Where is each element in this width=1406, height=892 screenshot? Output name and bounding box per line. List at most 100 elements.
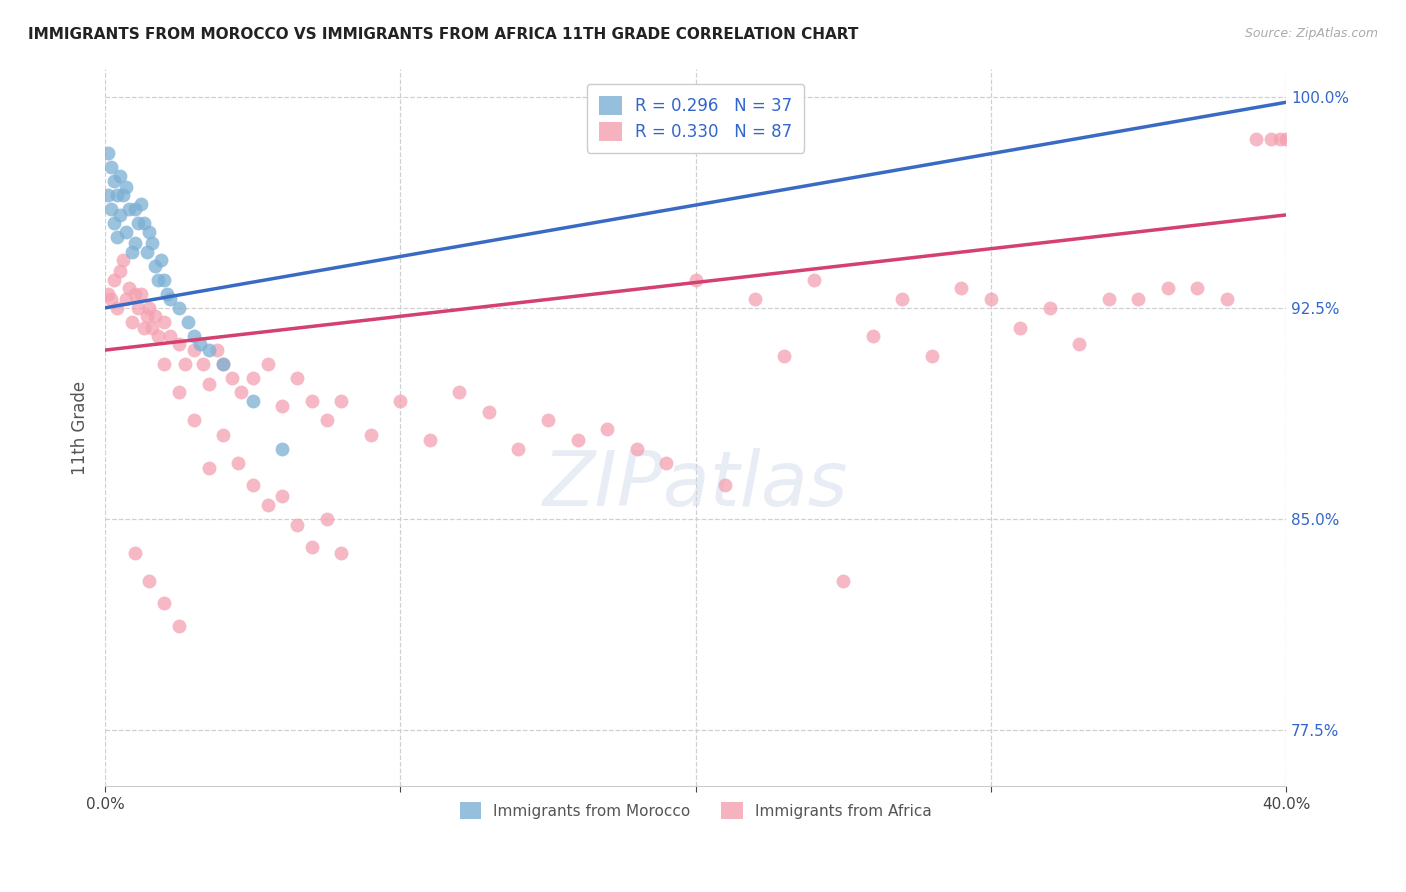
- Point: [167, 385, 190, 400]
- Point: [315, 512, 337, 526]
- Point: [148, 273, 170, 287]
- Point: [1157, 281, 1180, 295]
- Text: IMMIGRANTS FROM MOROCCO VS IMMIGRANTS FROM AFRICA 11TH GRADE CORRELATION CHART: IMMIGRANTS FROM MOROCCO VS IMMIGRANTS FR…: [28, 27, 859, 42]
- Point: [191, 357, 214, 371]
- Point: [150, 252, 173, 267]
- Point: [212, 357, 235, 371]
- Point: [138, 301, 160, 315]
- Point: [1246, 132, 1268, 146]
- Point: [167, 337, 190, 351]
- Point: [118, 202, 141, 217]
- Point: [148, 329, 170, 343]
- Point: [100, 202, 122, 217]
- Point: [111, 252, 134, 267]
- Point: [118, 281, 141, 295]
- Point: [242, 478, 264, 492]
- Point: [626, 442, 648, 456]
- Point: [256, 357, 278, 371]
- Point: [183, 413, 205, 427]
- Point: [229, 385, 252, 400]
- Point: [97, 146, 120, 161]
- Point: [153, 315, 176, 329]
- Point: [183, 329, 205, 343]
- Text: Source: ZipAtlas.com: Source: ZipAtlas.com: [1244, 27, 1378, 40]
- Point: [773, 349, 796, 363]
- Point: [1216, 293, 1239, 307]
- Point: [1098, 293, 1121, 307]
- Point: [1275, 132, 1298, 146]
- Point: [508, 442, 530, 456]
- Point: [285, 371, 308, 385]
- Point: [105, 230, 128, 244]
- Point: [197, 461, 219, 475]
- Point: [159, 329, 181, 343]
- Point: [449, 385, 471, 400]
- Point: [115, 225, 138, 239]
- Point: [145, 259, 167, 273]
- Point: [256, 498, 278, 512]
- Point: [1260, 132, 1282, 146]
- Point: [124, 202, 146, 217]
- Point: [105, 188, 128, 202]
- Point: [1039, 301, 1062, 315]
- Point: [567, 433, 589, 447]
- Point: [360, 427, 382, 442]
- Point: [129, 196, 152, 211]
- Point: [301, 393, 323, 408]
- Point: [188, 337, 211, 351]
- Point: [862, 329, 884, 343]
- Point: [1069, 337, 1091, 351]
- Point: [330, 393, 353, 408]
- Point: [124, 546, 146, 560]
- Point: [197, 376, 219, 391]
- Point: [138, 574, 160, 588]
- Point: [177, 315, 200, 329]
- Point: [103, 216, 125, 230]
- Y-axis label: 11th Grade: 11th Grade: [72, 380, 89, 475]
- Legend: Immigrants from Morocco, Immigrants from Africa: Immigrants from Morocco, Immigrants from…: [454, 796, 938, 825]
- Point: [1128, 293, 1150, 307]
- Point: [153, 357, 176, 371]
- Point: [685, 273, 707, 287]
- Point: [145, 310, 167, 324]
- Point: [115, 179, 138, 194]
- Point: [271, 490, 294, 504]
- Point: [950, 281, 973, 295]
- Point: [271, 400, 294, 414]
- Point: [129, 286, 152, 301]
- Point: [100, 160, 122, 174]
- Point: [124, 286, 146, 301]
- Point: [111, 188, 134, 202]
- Point: [242, 393, 264, 408]
- Point: [183, 343, 205, 357]
- Point: [108, 169, 131, 183]
- Point: [141, 236, 163, 251]
- Point: [121, 315, 143, 329]
- Point: [832, 574, 855, 588]
- Point: [537, 413, 560, 427]
- Point: [141, 320, 163, 334]
- Point: [167, 619, 190, 633]
- Point: [242, 371, 264, 385]
- Point: [132, 216, 155, 230]
- Point: [156, 286, 179, 301]
- Point: [212, 427, 235, 442]
- Point: [138, 225, 160, 239]
- Point: [197, 343, 219, 357]
- Point: [132, 320, 155, 334]
- Point: [1268, 132, 1291, 146]
- Point: [127, 301, 149, 315]
- Point: [655, 456, 678, 470]
- Point: [921, 349, 943, 363]
- Point: [419, 433, 441, 447]
- Point: [135, 244, 157, 259]
- Point: [389, 393, 412, 408]
- Point: [596, 422, 619, 436]
- Point: [97, 286, 120, 301]
- Text: ZIPatlas: ZIPatlas: [543, 448, 848, 522]
- Point: [167, 301, 190, 315]
- Point: [1010, 320, 1032, 334]
- Point: [124, 236, 146, 251]
- Point: [330, 546, 353, 560]
- Point: [271, 442, 294, 456]
